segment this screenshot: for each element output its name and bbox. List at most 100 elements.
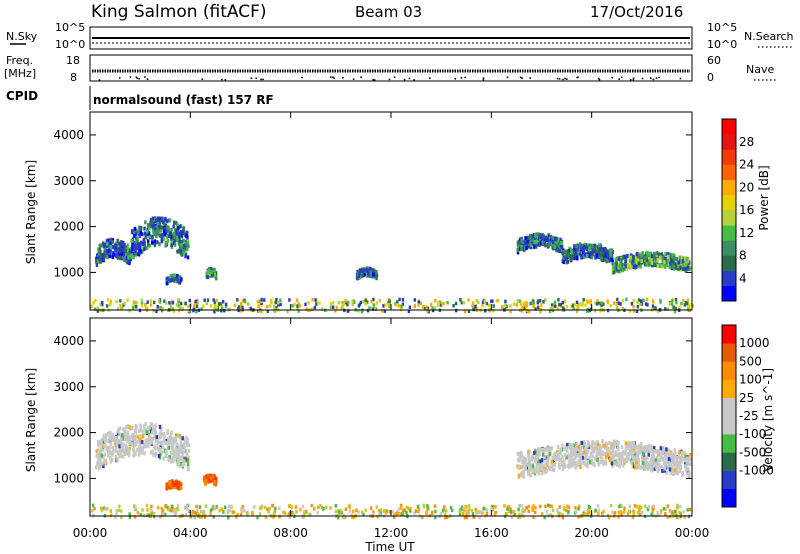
colorbar-tick-label: 8 bbox=[739, 249, 747, 263]
heatmap-cell bbox=[577, 444, 580, 449]
heatmap-cell bbox=[561, 444, 564, 448]
heatmap-cell bbox=[629, 264, 632, 268]
heatmap-cell bbox=[610, 254, 614, 259]
heatmap-cell bbox=[644, 262, 647, 267]
heatmap-cell bbox=[670, 299, 674, 304]
freq-tick-bottom: 8 bbox=[70, 71, 77, 84]
heatmap-cell bbox=[471, 512, 475, 516]
heatmap-cell bbox=[181, 513, 184, 518]
heatmap-cell bbox=[153, 432, 157, 437]
heatmap-cell bbox=[645, 254, 648, 259]
heatmap-cell bbox=[592, 461, 595, 466]
heatmap-cell bbox=[161, 445, 164, 450]
heatmap-cell bbox=[166, 225, 169, 230]
heatmap-cell bbox=[264, 515, 267, 519]
heatmap-cell bbox=[691, 304, 695, 308]
heatmap-cell bbox=[637, 264, 641, 269]
heatmap-cell bbox=[108, 445, 111, 450]
heatmap-cell bbox=[632, 450, 635, 455]
heatmap-cell bbox=[116, 238, 119, 243]
heatmap-cell bbox=[458, 509, 461, 513]
heatmap-cell bbox=[621, 255, 625, 260]
heatmap-cell bbox=[192, 514, 195, 519]
heatmap-cell bbox=[96, 306, 100, 310]
heatmap-cell bbox=[258, 299, 262, 304]
heatmap-cell bbox=[131, 306, 135, 310]
heatmap-cell bbox=[169, 432, 173, 437]
heatmap-cell bbox=[168, 275, 172, 280]
heatmap-cell bbox=[171, 505, 174, 510]
heatmap-cell bbox=[659, 456, 663, 461]
x-tick-label: 04:00 bbox=[173, 526, 208, 540]
heatmap-cell bbox=[179, 515, 182, 519]
heatmap-cell bbox=[547, 233, 550, 238]
heatmap-cell bbox=[172, 457, 176, 462]
heatmap-cell bbox=[530, 236, 533, 241]
heatmap-cell bbox=[681, 453, 684, 458]
heatmap-cell bbox=[673, 448, 676, 453]
heatmap-cell bbox=[571, 452, 574, 457]
heatmap-cell bbox=[518, 241, 521, 246]
heatmap-cell bbox=[667, 457, 671, 462]
heatmap-cell bbox=[599, 247, 603, 252]
heatmap-cell bbox=[666, 450, 669, 455]
heatmap-cell bbox=[550, 459, 553, 464]
heatmap-cell bbox=[353, 300, 356, 304]
heatmap-cell bbox=[623, 255, 627, 259]
heatmap-cell bbox=[446, 515, 449, 519]
heatmap-cell bbox=[419, 301, 422, 306]
heatmap-cell bbox=[167, 276, 170, 281]
heatmap-cell bbox=[614, 257, 618, 262]
heatmap-cell bbox=[635, 309, 639, 314]
heatmap-cell bbox=[195, 304, 199, 308]
heatmap-cell bbox=[362, 512, 365, 517]
heatmap-cell bbox=[609, 442, 613, 447]
heatmap-cell bbox=[641, 451, 645, 456]
heatmap-cell bbox=[521, 462, 525, 467]
heatmap-cell bbox=[568, 442, 571, 447]
heatmap-cell bbox=[669, 510, 672, 514]
heatmap-cell bbox=[187, 448, 191, 453]
heatmap-cell bbox=[162, 440, 165, 445]
heatmap-cell bbox=[117, 508, 120, 513]
nave-point bbox=[250, 77, 253, 80]
heatmap-cell bbox=[151, 234, 154, 239]
heatmap-cell bbox=[169, 278, 172, 283]
heatmap-cell bbox=[162, 456, 165, 461]
heatmap-cell bbox=[607, 446, 610, 451]
heatmap-cell bbox=[593, 441, 596, 446]
heatmap-cell bbox=[628, 309, 631, 313]
heatmap-cell bbox=[651, 263, 654, 268]
heatmap-cell bbox=[205, 479, 208, 484]
heatmap-cell bbox=[305, 307, 308, 311]
heatmap-cell bbox=[177, 298, 180, 302]
heatmap-cell bbox=[629, 446, 632, 451]
heatmap-cell bbox=[557, 298, 560, 302]
heatmap-cell bbox=[398, 304, 401, 308]
heatmap-cell bbox=[340, 300, 344, 305]
heatmap-cell bbox=[597, 245, 600, 250]
heatmap-cell bbox=[212, 506, 215, 511]
heatmap-cell bbox=[217, 302, 221, 306]
heatmap-cell bbox=[543, 515, 546, 520]
heatmap-cell bbox=[96, 253, 99, 258]
heatmap-cell bbox=[159, 432, 162, 437]
heatmap-cell bbox=[594, 246, 597, 251]
heatmap-cell bbox=[135, 300, 138, 305]
heatmap-cell bbox=[100, 506, 103, 511]
heatmap-cell bbox=[105, 447, 108, 451]
heatmap-cell bbox=[667, 254, 670, 259]
heatmap-cell bbox=[203, 476, 206, 481]
heatmap-cell bbox=[128, 448, 131, 453]
heatmap-cell bbox=[109, 244, 113, 249]
heatmap-cell bbox=[186, 247, 189, 252]
heatmap-cell bbox=[107, 242, 110, 247]
heatmap-cell bbox=[437, 301, 440, 305]
heatmap-cell bbox=[601, 511, 604, 516]
nave-point bbox=[564, 77, 566, 80]
heatmap-cell bbox=[612, 270, 616, 275]
heatmap-cell bbox=[131, 436, 135, 441]
heatmap-cell bbox=[609, 304, 612, 308]
time-x-ticks: 00:00 04:00 08:00 12:00 16:00 20:00 00:00 bbox=[73, 112, 709, 540]
